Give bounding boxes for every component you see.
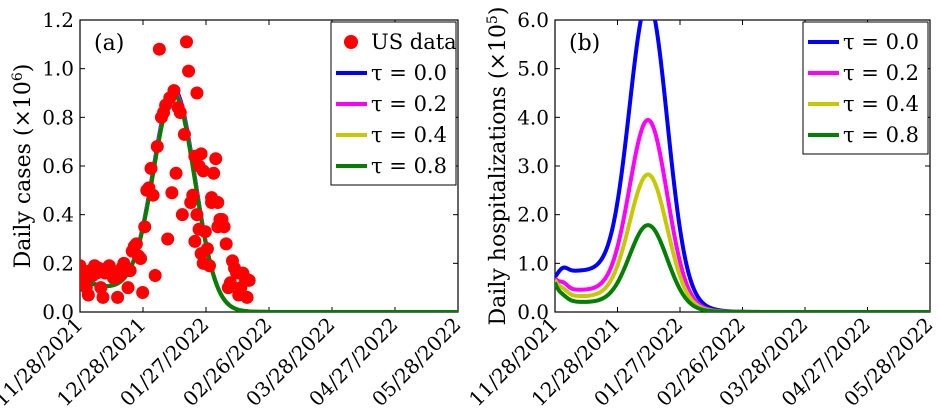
y-axis-label: Daily cases (×106) (10, 64, 36, 269)
legend-label: τ = 0.0 (371, 61, 447, 85)
data-point (219, 237, 233, 251)
legend: τ = 0.0 τ = 0.2 τ = 0.4 τ = 0.8 (802, 21, 929, 155)
legend: US data τ = 0.0 τ = 0.2 τ = 0.4 τ = 0.8 (330, 21, 457, 186)
y-tick-label: 4.0 (517, 105, 549, 129)
data-point (161, 232, 175, 246)
data-point (148, 269, 162, 282)
data-point (209, 152, 223, 166)
data-point (194, 147, 208, 161)
panel-a: 0.00.20.40.60.81.01.211/28/202112/28/202… (0, 8, 466, 411)
data-point (152, 42, 166, 56)
data-point (175, 208, 189, 222)
data-point (173, 105, 187, 119)
data-point (202, 259, 216, 273)
data-point (129, 237, 143, 251)
data-point (94, 281, 108, 295)
data-point (234, 281, 248, 295)
data-point (146, 188, 160, 202)
legend-label: τ = 0.4 (371, 123, 447, 147)
y-tick-label: 1.0 (517, 251, 549, 275)
data-point (96, 290, 110, 304)
data-point (198, 225, 212, 239)
y-tick-label: 1.0 (42, 57, 74, 81)
y-tick-label: 0.8 (42, 105, 74, 129)
legend-marker (344, 35, 358, 49)
data-point (200, 242, 214, 256)
legend-label: τ = 0.8 (371, 154, 447, 178)
data-point (190, 86, 204, 100)
plot-area (80, 35, 458, 312)
panel-label: (a) (94, 31, 124, 56)
legend-box (802, 21, 929, 155)
data-point (123, 264, 137, 278)
y-tick-label: 2.0 (517, 203, 549, 227)
series-line-3 (555, 223, 930, 312)
data-point (205, 196, 219, 209)
panel-b: 0.01.02.03.04.05.06.011/28/202112/28/202… (464, 7, 937, 412)
data-point (196, 164, 210, 178)
legend-label: τ = 0.2 (371, 92, 447, 116)
data-point (144, 161, 158, 175)
data-point (207, 166, 221, 180)
y-tick-label: 1.2 (42, 8, 74, 32)
data-point (150, 140, 164, 154)
data-point (136, 286, 150, 300)
y-tick-label: 0.2 (42, 251, 74, 275)
y-tick-label: 0.0 (42, 300, 74, 324)
data-point (134, 251, 148, 265)
data-point (186, 188, 200, 202)
data-point (190, 208, 204, 222)
y-tick-label: 3.0 (517, 154, 549, 178)
legend-label: τ = 0.4 (843, 92, 919, 116)
data-point (121, 281, 135, 295)
data-point (180, 35, 194, 49)
data-point (138, 220, 152, 234)
legend-label: τ = 0.0 (843, 30, 919, 54)
data-point (165, 186, 179, 200)
data-point (177, 127, 191, 141)
y-tick-label: 6.0 (517, 8, 549, 32)
data-point (167, 84, 181, 98)
y-axis-label: Daily hospitalizations (×105) (485, 7, 511, 326)
data-point (169, 166, 183, 180)
y-tick-label: 5.0 (517, 57, 549, 81)
data-point (81, 288, 95, 302)
y-tick-label: 0.0 (517, 300, 549, 324)
y-tick-label: 0.4 (42, 203, 74, 227)
data-point (240, 290, 254, 304)
data-point (242, 273, 256, 287)
data-point (223, 276, 237, 290)
legend-label: τ = 0.2 (843, 61, 919, 85)
legend-label: US data (371, 30, 457, 54)
data-point (182, 64, 196, 78)
y-tick-label: 0.6 (42, 154, 74, 178)
plot-area (555, 20, 930, 312)
panel-label: (b) (569, 31, 600, 56)
data-point (188, 234, 202, 248)
legend-label: τ = 0.8 (843, 123, 919, 147)
data-point (111, 290, 125, 304)
data-point (211, 220, 225, 234)
